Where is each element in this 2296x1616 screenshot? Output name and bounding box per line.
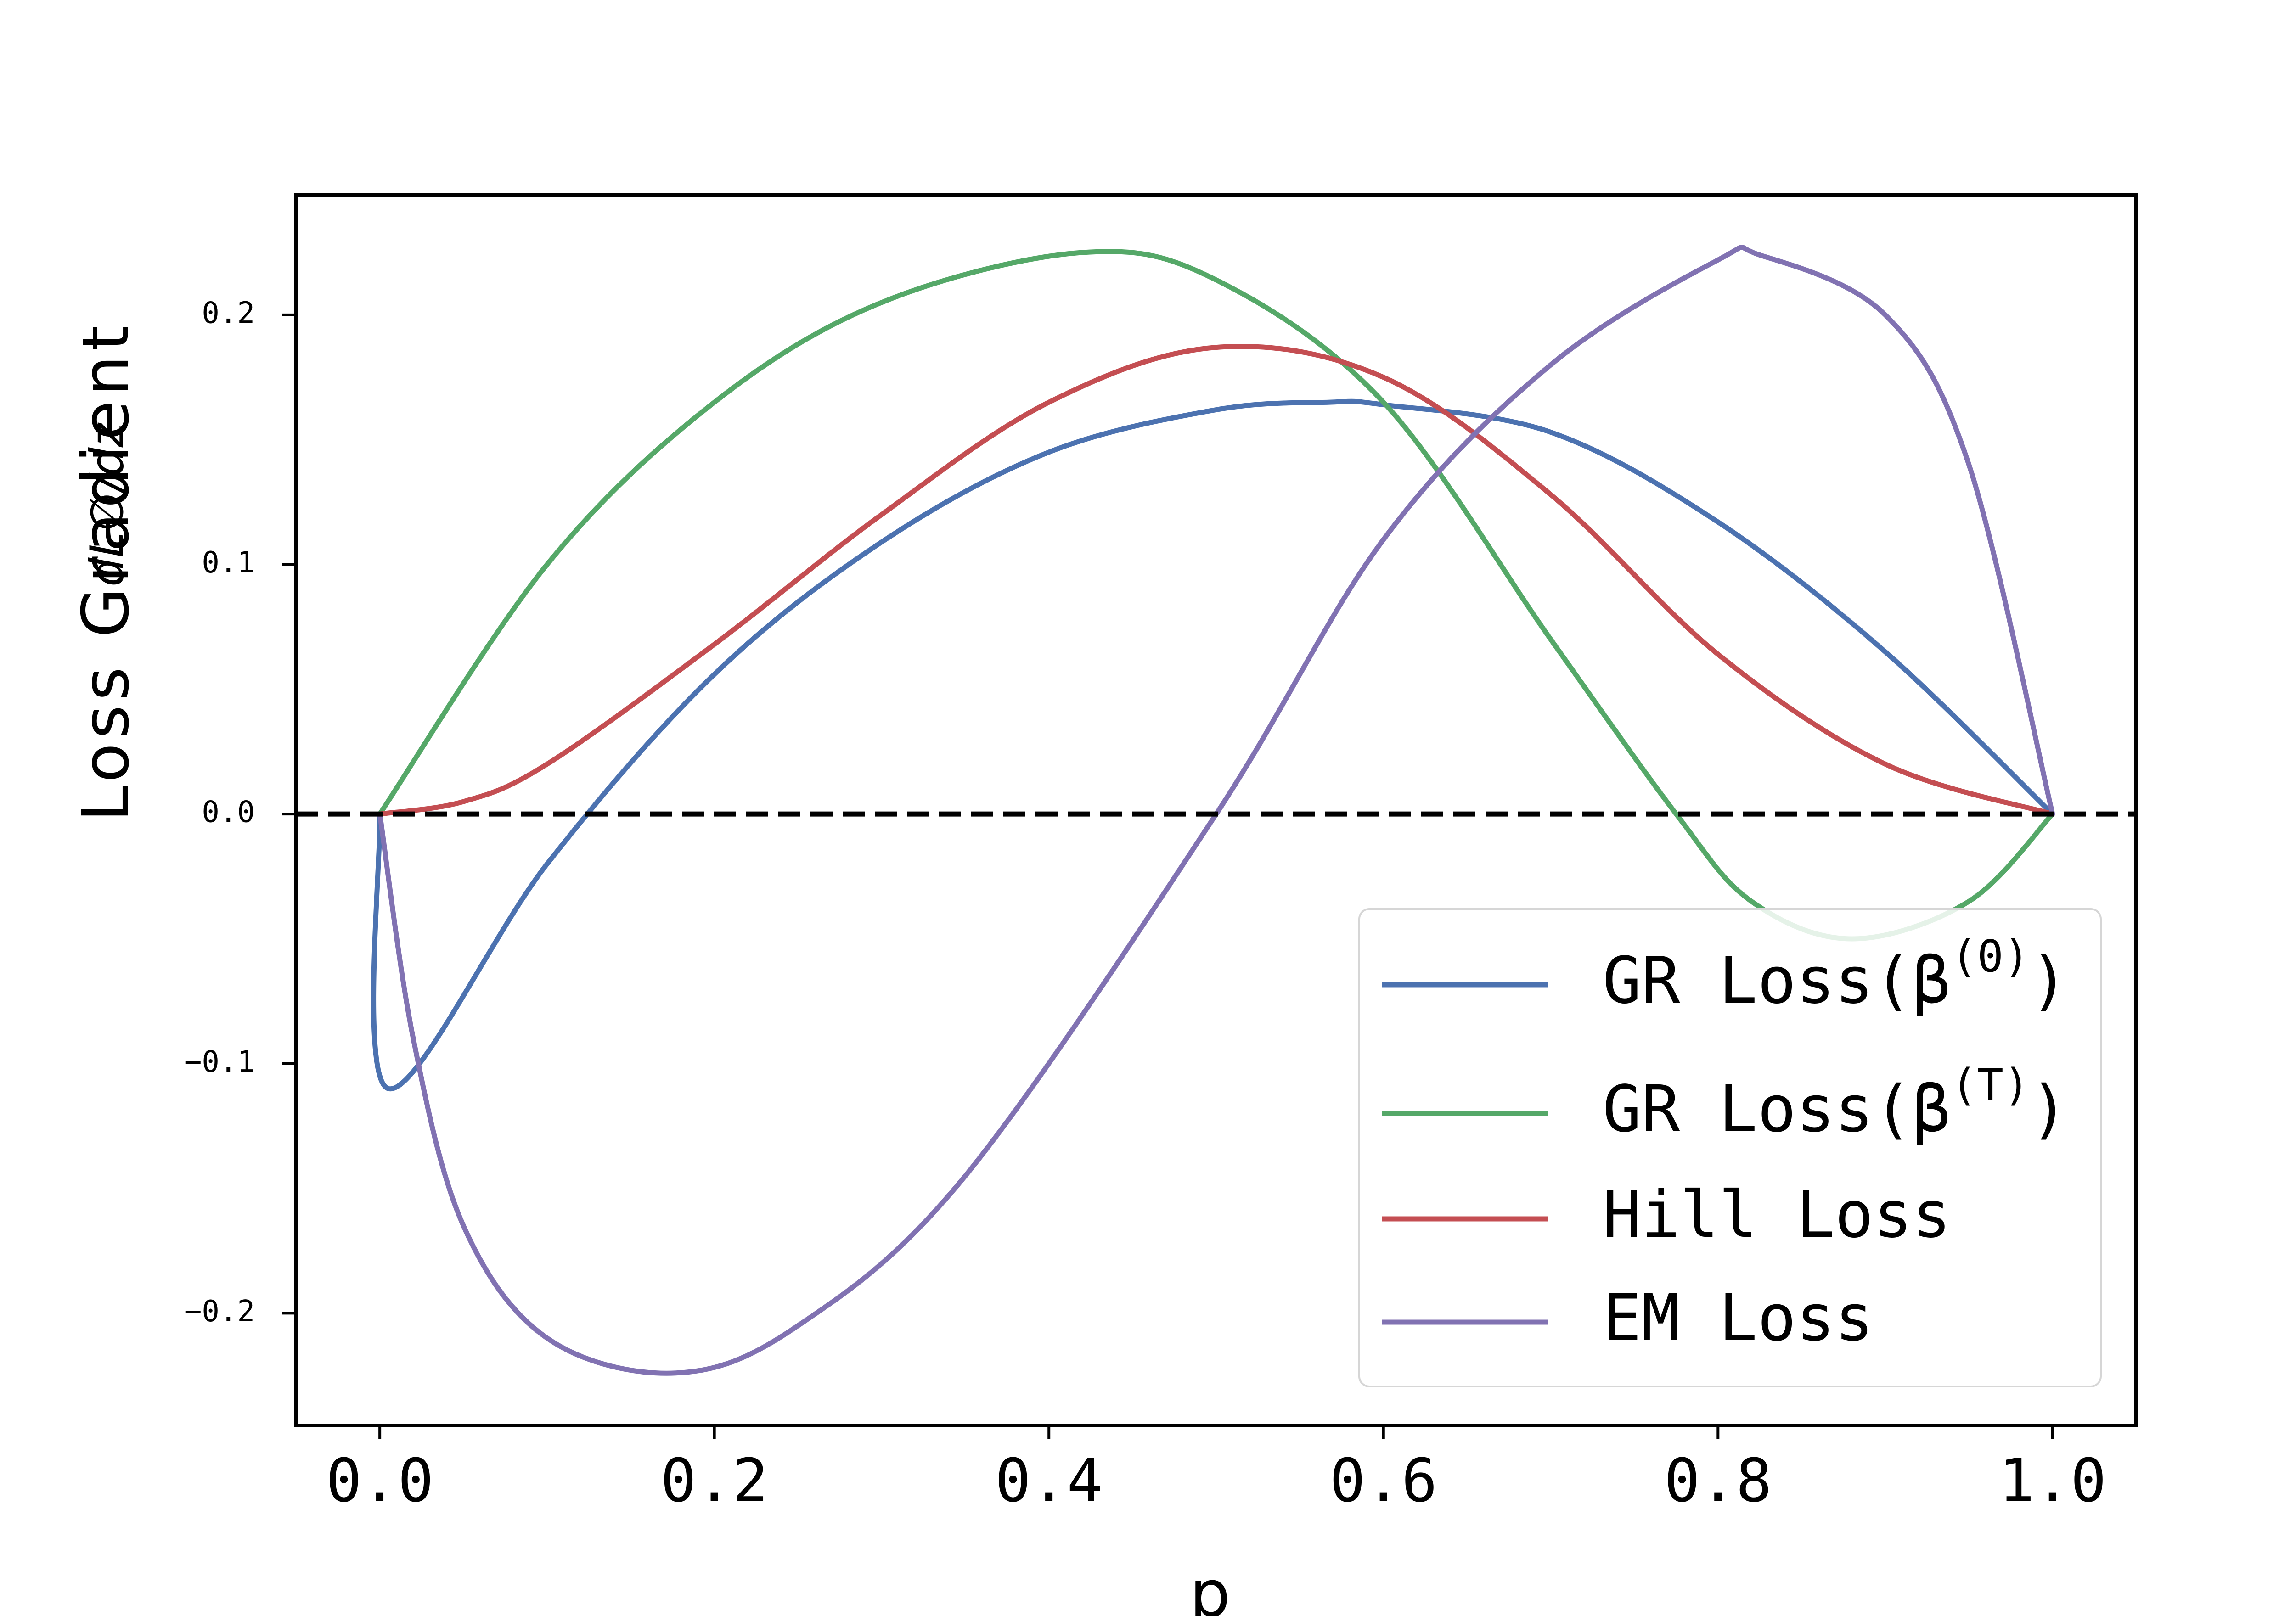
y-axis-label: Loss Gradient	[69, 321, 144, 822]
chart-ticks: 0.0 0.2 0.4 0.6 0.8 1.0 −0.2 −0.1 0.0 0.1 0.2	[184, 297, 2106, 1515]
x-tick-label-4: 0.6	[1329, 1446, 1437, 1515]
y-tick-label-3: 0.0	[202, 796, 255, 830]
legend-label-3: Hill Loss	[1603, 1178, 1951, 1252]
y-tick-label-4: 0.1	[202, 546, 255, 580]
series-line-1	[371, 398, 2055, 1092]
x-axis-label: p	[1190, 1557, 1231, 1616]
x-tick-label-3: 0.4	[995, 1446, 1103, 1515]
x-tick-label-2: 0.2	[660, 1446, 768, 1515]
y-tick-label-1: −0.2	[184, 1295, 255, 1329]
legend-label-4: EM Loss	[1603, 1281, 1874, 1356]
chart-marks	[294, 193, 2138, 1427]
plot-frame	[294, 193, 2138, 1427]
x-tick-label-5: 0.8	[1664, 1446, 1772, 1515]
y-axis-label-math-text: dL∅/dz	[80, 422, 134, 587]
y-axis-label-math: dL∅/dz	[80, 422, 134, 587]
legend: GR Loss(β(0)) GR Loss(β(T)) Hill Loss EM Lo…	[1358, 908, 2102, 1387]
x-tick-label-1: 0.0	[326, 1446, 434, 1515]
legend-label-2: GR Loss(β(T))	[1603, 1060, 2068, 1147]
legend-box	[1358, 908, 2102, 1387]
x-tick-label-6: 1.0	[1998, 1446, 2106, 1515]
series-line-3	[377, 344, 2055, 817]
y-axis-label-text: Loss Gradient	[69, 321, 144, 822]
y-tick-label-2: −0.1	[184, 1045, 255, 1079]
y-tick-label-5: 0.2	[202, 297, 255, 331]
legend-label-1: GR Loss(β(0))	[1603, 931, 2068, 1018]
